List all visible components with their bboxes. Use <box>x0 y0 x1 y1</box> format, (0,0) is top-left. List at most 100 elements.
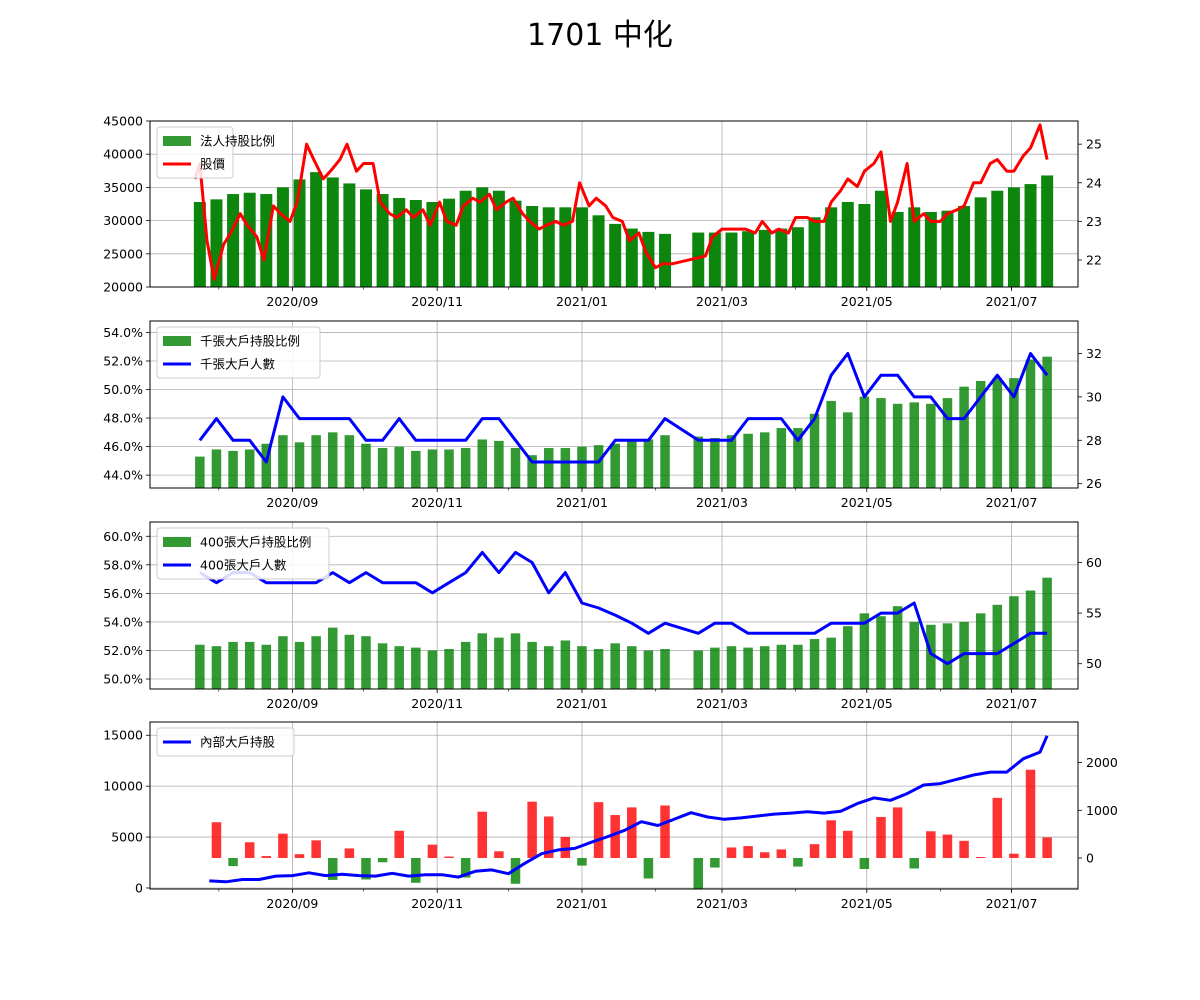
x-tick-label: 2021/01 <box>556 495 608 510</box>
bar <box>577 446 587 488</box>
y-right-tick-label: 60 <box>1086 555 1102 570</box>
bar <box>560 836 571 858</box>
bar <box>726 847 737 858</box>
y-left-tick-label: 40000 <box>103 147 143 162</box>
bar <box>311 435 321 488</box>
bar <box>394 446 404 488</box>
bar <box>261 856 272 858</box>
bar <box>808 217 821 287</box>
bar <box>1041 175 1054 287</box>
bar <box>543 448 554 488</box>
y-left-tick-label: 30000 <box>103 213 143 228</box>
bar <box>908 207 921 287</box>
bar <box>775 228 788 287</box>
bar <box>494 440 504 488</box>
bar <box>193 202 206 287</box>
x-tick-label: 2021/05 <box>841 495 893 510</box>
y-left-tick-label: 52.0% <box>103 353 143 368</box>
legend-bar-swatch <box>163 336 191 346</box>
panel-1: 2020/09 2020/11 2021/01 2021/03 2021/05 2021/… <box>103 114 1102 310</box>
bar <box>310 172 323 287</box>
y-left-tick-label: 10000 <box>103 779 143 794</box>
bar <box>1025 359 1036 488</box>
y-left-tick-label: 48.0% <box>103 411 143 426</box>
bar <box>708 232 721 287</box>
bar <box>361 857 371 880</box>
bar <box>394 830 404 858</box>
y-right-tick-label: 24 <box>1086 175 1102 190</box>
bar <box>627 440 637 488</box>
bar <box>492 190 505 287</box>
bar <box>924 211 937 287</box>
bar <box>726 646 737 689</box>
bar <box>527 801 537 858</box>
bar <box>809 413 820 488</box>
bar <box>659 233 672 287</box>
bar <box>577 857 587 866</box>
bar <box>843 830 853 858</box>
bar <box>974 197 987 287</box>
x-tick-label: 2021/07 <box>986 495 1038 510</box>
y-right-tick-label: 50 <box>1086 656 1102 671</box>
bar <box>344 435 355 488</box>
bar <box>710 438 720 488</box>
bar <box>276 187 289 287</box>
bar <box>909 857 919 869</box>
bar <box>776 849 787 858</box>
plot-area <box>193 123 1054 287</box>
x-tick-label: 2020/11 <box>411 696 463 711</box>
bar <box>610 815 620 858</box>
bar <box>725 232 738 287</box>
bar <box>278 636 288 689</box>
bar <box>494 851 504 858</box>
bar <box>843 626 853 689</box>
bar <box>991 190 1004 287</box>
y-right-tick-label: 0 <box>1086 850 1094 865</box>
bar <box>343 183 356 287</box>
bar <box>328 627 338 689</box>
bar <box>959 386 969 488</box>
bar <box>559 207 572 287</box>
bar <box>294 442 305 488</box>
y-right-tick-label: 1000 <box>1086 803 1118 818</box>
bar <box>459 190 472 287</box>
bar <box>1042 356 1052 488</box>
legend-label: 400張大戶人數 <box>200 558 287 573</box>
bar <box>958 205 971 287</box>
bar <box>261 443 272 488</box>
bar <box>243 192 256 287</box>
bar <box>909 402 919 488</box>
bar <box>211 646 222 689</box>
bar <box>411 450 421 488</box>
legend-label: 千張大戶人數 <box>200 357 276 372</box>
bar <box>393 198 406 287</box>
panel-2: 2020/09 2020/11 2021/01 2021/03 2021/05 2021/… <box>103 320 1102 510</box>
bar <box>959 621 969 689</box>
bar <box>592 215 605 287</box>
bar <box>826 637 836 689</box>
bar <box>228 641 238 689</box>
bar <box>742 231 755 287</box>
bar <box>1009 378 1019 488</box>
bar <box>892 403 903 488</box>
bar <box>643 650 654 689</box>
bar <box>377 857 388 863</box>
x-tick-label: 2020/11 <box>411 294 463 309</box>
x-tick-label: 2021/05 <box>841 896 893 911</box>
bar <box>1042 837 1052 858</box>
bar <box>361 443 371 488</box>
bar <box>627 807 637 858</box>
bar <box>660 805 670 858</box>
y-right-tick-label: 25 <box>1086 137 1102 152</box>
axes-frame <box>149 521 1079 690</box>
series-line <box>199 550 1048 666</box>
bar <box>992 378 1003 488</box>
bar <box>344 848 355 858</box>
bar <box>244 641 255 689</box>
y-right-tick-label: 22 <box>1086 252 1102 267</box>
bar <box>926 403 936 488</box>
bar <box>477 811 488 858</box>
bar <box>892 807 903 858</box>
legend-bar-swatch <box>163 136 191 146</box>
x-tick-label: 2021/01 <box>556 696 608 711</box>
